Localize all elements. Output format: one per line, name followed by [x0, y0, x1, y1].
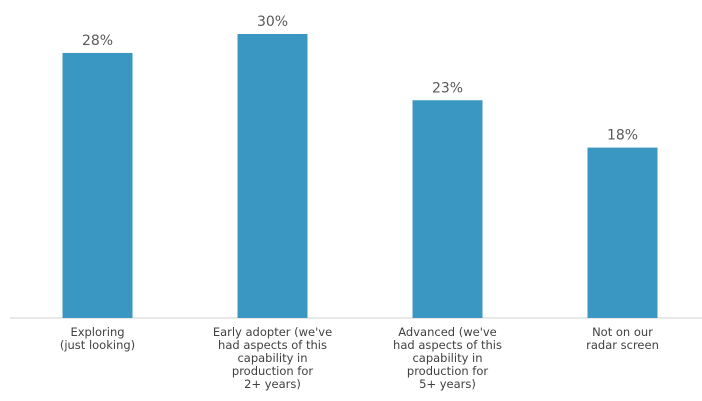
- category-label-1-line-2: (just looking): [60, 338, 135, 352]
- value-label-3: 23%: [432, 80, 463, 96]
- bars-group: [62, 34, 658, 319]
- value-label-4: 18%: [607, 128, 638, 144]
- category-label-2-line-2: had aspects of this: [218, 338, 327, 352]
- value-label-1: 28%: [82, 33, 113, 49]
- category-label-2-line-3: capability in: [237, 351, 307, 365]
- category-label-4-line-1: Not on our: [592, 325, 653, 339]
- category-label-3-line-1: Advanced (we've: [398, 325, 496, 339]
- category-label-2-line-1: Early adopter (we've: [213, 325, 332, 339]
- bar-1: [62, 52, 133, 318]
- value-labels-group: 28% 30% 23% 18%: [82, 14, 638, 144]
- value-label-2: 30%: [257, 14, 288, 30]
- category-label-4: Not on our radar screen: [586, 325, 659, 352]
- category-label-1-line-1: Exploring: [70, 325, 124, 339]
- category-label-3-line-4: production for: [407, 364, 488, 378]
- category-label-4-line-2: radar screen: [586, 338, 659, 352]
- category-label-2-line-4: production for: [232, 364, 313, 378]
- bar-2: [237, 34, 308, 318]
- category-label-2-line-5: 2+ years): [244, 377, 301, 391]
- category-labels-group: Exploring (just looking) Early adopter (we…: [60, 325, 659, 391]
- category-label-3-line-3: capability in: [412, 351, 482, 365]
- category-label-1: Exploring (just looking): [60, 325, 135, 352]
- category-label-2: Early adopter (we've had aspects of this c…: [213, 325, 332, 391]
- category-label-3-line-5: 5+ years): [419, 377, 476, 391]
- category-label-3-line-2: had aspects of this: [393, 338, 502, 352]
- bar-4: [587, 147, 658, 318]
- bar-3: [412, 100, 483, 319]
- category-label-3: Advanced (we've had aspects of this capabi…: [393, 325, 502, 391]
